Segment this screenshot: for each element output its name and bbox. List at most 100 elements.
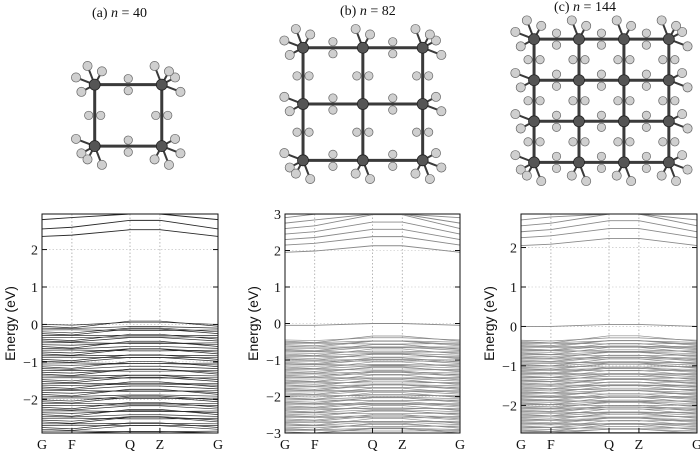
atom (551, 110, 562, 120)
atom (155, 78, 168, 91)
atom (521, 170, 532, 181)
valence-band (284, 374, 461, 382)
conduction-band (520, 213, 698, 227)
x-tick-label: Q (367, 438, 377, 453)
valence-band (520, 405, 698, 412)
atom (388, 49, 398, 59)
valence-band (284, 381, 461, 384)
valence-band (284, 412, 461, 415)
valence-band (284, 380, 461, 385)
atom (573, 74, 585, 87)
valence-band (41, 422, 219, 430)
valence-band (520, 392, 698, 395)
atom (290, 168, 301, 179)
atom (515, 164, 526, 175)
atom (618, 74, 630, 87)
valence-band (41, 320, 219, 329)
atom (671, 176, 682, 187)
valence-band (284, 366, 461, 374)
valence-band (520, 349, 698, 353)
valence-band (520, 423, 698, 426)
valence-band (41, 385, 219, 391)
x-tick-label: Z (398, 438, 407, 453)
atom (658, 137, 668, 147)
atom (670, 55, 680, 65)
atom (164, 159, 174, 170)
atom (566, 170, 577, 181)
y-axis-label: Energy (eV) (481, 286, 497, 361)
atom (410, 24, 421, 34)
atom (431, 91, 441, 102)
atom (641, 151, 651, 161)
valence-band (284, 335, 461, 343)
atom (388, 161, 398, 171)
atom (279, 91, 290, 102)
atom (515, 123, 526, 134)
atom (662, 115, 675, 128)
atom (523, 96, 533, 106)
band-plot-a: −2 −1 0 1 2 G F Q Z G Energy (eV) (2, 213, 223, 453)
x-tick-label: G (455, 438, 465, 453)
atom (580, 96, 590, 106)
atom (123, 86, 133, 96)
band-plot-b: −3 −2 −1 0 1 2 3 G F Q Z G Energy (eV) (245, 208, 465, 453)
conduction-band (520, 238, 698, 247)
valence-band (520, 399, 698, 403)
valence-band (284, 344, 461, 352)
atom (682, 164, 693, 175)
atom (662, 156, 675, 169)
atom (388, 37, 398, 47)
valence-band (520, 416, 698, 424)
valence-band (520, 396, 698, 405)
y-tick-label: −1 (266, 354, 281, 369)
valence-band (520, 378, 698, 385)
valence-band (284, 365, 461, 370)
conduction-band (41, 219, 219, 230)
atom (82, 60, 93, 71)
atom (658, 55, 668, 65)
atom (625, 137, 635, 147)
valence-band (284, 424, 461, 429)
band-plot-c: −2 −1 0 1 2 G F Q Z G Energy (eV) (481, 213, 700, 453)
valence-band (520, 375, 698, 380)
atom (682, 123, 693, 134)
x-tick-label: G (516, 438, 526, 453)
atom (641, 40, 651, 50)
valence-band (41, 394, 219, 397)
valence-band (284, 384, 461, 390)
conduction-band (284, 236, 461, 246)
y-tick-label: 1 (274, 281, 281, 296)
atom (304, 127, 314, 137)
atom (528, 115, 540, 128)
valence-band (41, 327, 219, 334)
x-tick-label: F (311, 438, 319, 453)
valence-band (41, 342, 219, 346)
atom (279, 35, 290, 46)
conduction-band (284, 214, 461, 230)
valence-band (284, 392, 461, 400)
valence-band (520, 369, 698, 378)
x-tick-label: Q (125, 438, 135, 453)
valence-band (41, 361, 219, 369)
gap-band (285, 323, 461, 326)
atom (618, 115, 630, 128)
valence-band (41, 397, 219, 399)
valence-band (284, 377, 461, 380)
valence-band (284, 370, 461, 377)
y-tick-label: 1 (31, 281, 38, 296)
valence-band (284, 346, 461, 352)
valence-band (284, 342, 461, 345)
valence-band (520, 350, 698, 352)
atom (436, 49, 447, 60)
atom (149, 154, 160, 165)
y-tick-label: 1 (510, 281, 517, 296)
y-tick-label: −2 (23, 393, 38, 408)
atom (424, 29, 435, 40)
atom (284, 106, 295, 117)
x-tick-label: G (37, 438, 47, 453)
atom (581, 176, 592, 187)
atom (155, 140, 168, 153)
atom (670, 137, 680, 147)
atom (596, 151, 607, 161)
atom (618, 33, 630, 46)
